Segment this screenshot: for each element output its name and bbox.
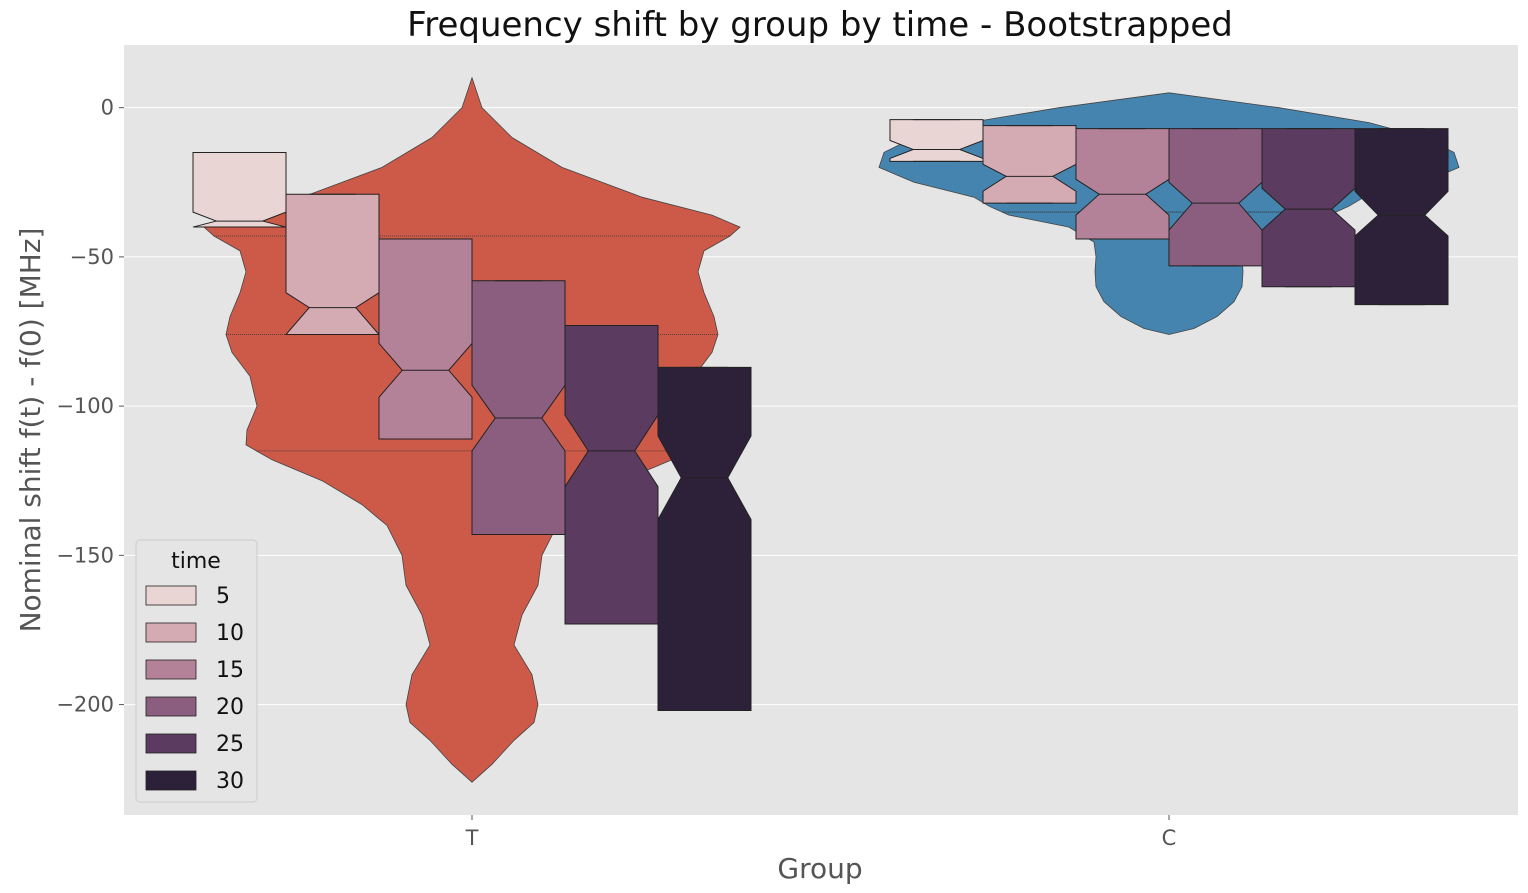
- legend-swatch: [145, 659, 197, 680]
- legend-title: time: [171, 549, 221, 574]
- legend-item: 20: [145, 695, 244, 720]
- x-axis-label: Group: [777, 852, 862, 885]
- legend-swatch: [145, 585, 197, 606]
- box-body: [564, 325, 659, 625]
- box-body: [1354, 128, 1449, 306]
- box-c-t30: [1354, 128, 1449, 306]
- legend-item: 30: [145, 769, 244, 794]
- y-tick-label: 0: [101, 96, 114, 120]
- legend-items: 5 10 15 20 25 30: [145, 584, 244, 794]
- box-body: [192, 151, 287, 228]
- legend: time 5 10 15 20 25 30: [135, 539, 258, 803]
- box-body: [889, 119, 984, 162]
- box-body: [1075, 128, 1170, 240]
- legend-swatch: [145, 696, 197, 717]
- box-t-t15: [378, 238, 473, 440]
- legend-item: 15: [145, 658, 244, 683]
- y-tick-label: −100: [56, 394, 114, 418]
- y-tick-label: −150: [56, 543, 114, 567]
- chart-title: Frequency shift by group by time - Boots…: [407, 5, 1233, 45]
- legend-item: 25: [145, 732, 244, 757]
- box-t-t30: [657, 366, 752, 712]
- box-body: [378, 238, 473, 440]
- box-c-t5: [889, 119, 984, 162]
- legend-label: 25: [216, 732, 244, 757]
- x-tick-label: T: [465, 826, 479, 850]
- boxplots: [192, 119, 1449, 712]
- y-tick-label: −200: [56, 693, 114, 717]
- box-t-t5: [192, 151, 287, 228]
- y-axis-ticks: 0 −50 −100 −150 −200: [56, 96, 124, 717]
- box-body: [982, 125, 1077, 204]
- legend-label: 30: [216, 769, 244, 794]
- legend-label: 10: [216, 621, 244, 646]
- box-t-t25: [564, 325, 659, 625]
- box-c-t15: [1075, 128, 1170, 240]
- box-body: [657, 366, 752, 712]
- y-axis-label: Nominal shift f(t) - f(0) [MHz]: [14, 228, 47, 633]
- legend-swatch: [145, 733, 197, 754]
- legend-label: 15: [216, 658, 244, 683]
- legend-item: 5: [145, 584, 230, 609]
- legend-swatch: [145, 770, 197, 791]
- y-tick-label: −50: [70, 245, 114, 269]
- box-c-t10: [982, 125, 1077, 204]
- legend-label: 20: [216, 695, 244, 720]
- legend-label: 5: [216, 584, 230, 609]
- legend-item: 10: [145, 621, 244, 646]
- x-tick-label: C: [1162, 826, 1177, 850]
- legend-swatch: [145, 622, 197, 643]
